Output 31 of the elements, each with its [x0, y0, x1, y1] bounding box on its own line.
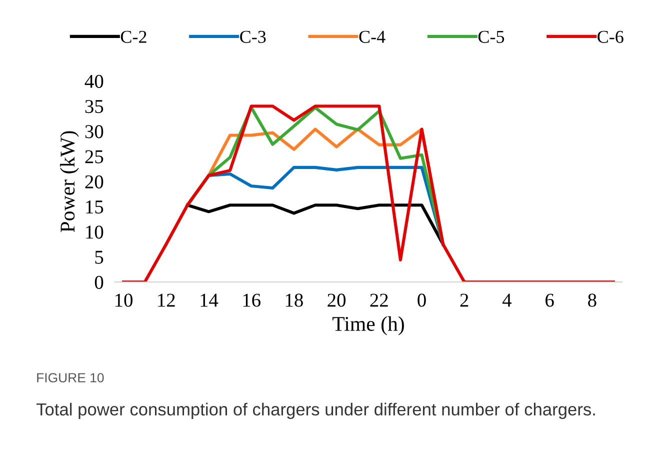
y-tick-label: 5 [95, 250, 104, 264]
y-tick-label: 40 [84, 74, 104, 88]
legend-label: C-2 [120, 30, 146, 43]
x-tick-label: 0 [418, 294, 426, 307]
y-tick-label: 30 [85, 125, 104, 138]
x-tick-label: 8 [588, 294, 596, 307]
x-tick-label: 4 [502, 294, 512, 307]
y-tick-label: 20 [85, 175, 104, 188]
x-axis-title: Time (h) [332, 316, 404, 336]
x-tick-label: 2 [460, 294, 468, 307]
x-tick-label: 18 [286, 294, 303, 307]
x-tick-label: 14 [200, 294, 218, 307]
y-tick-label: 35 [85, 100, 104, 114]
y-axis-title: Power (kW) [60, 131, 79, 232]
x-tick-label: 12 [158, 294, 175, 307]
legend-label: C-6 [598, 30, 624, 43]
y-tick-label: 0 [94, 276, 104, 289]
x-tick-label: 22 [370, 294, 388, 307]
legend-label: C-3 [240, 30, 266, 43]
y-tick-label: 10 [86, 226, 104, 239]
x-tick-label: 20 [328, 294, 346, 307]
x-tick-label: 6 [546, 294, 554, 307]
legend-label: C-5 [478, 30, 504, 43]
x-tick-label: 16 [243, 294, 260, 307]
legend-label: C-4 [359, 30, 386, 43]
y-tick-label: 25 [85, 150, 104, 164]
line-series [122, 104, 616, 282]
text: Total power consumption of chargers under different number of chargers. [36, 402, 595, 419]
x-tick-label: 10 [116, 294, 132, 307]
caption: FIGURE 10 [37, 373, 104, 382]
y-tick-label: 15 [86, 200, 104, 214]
